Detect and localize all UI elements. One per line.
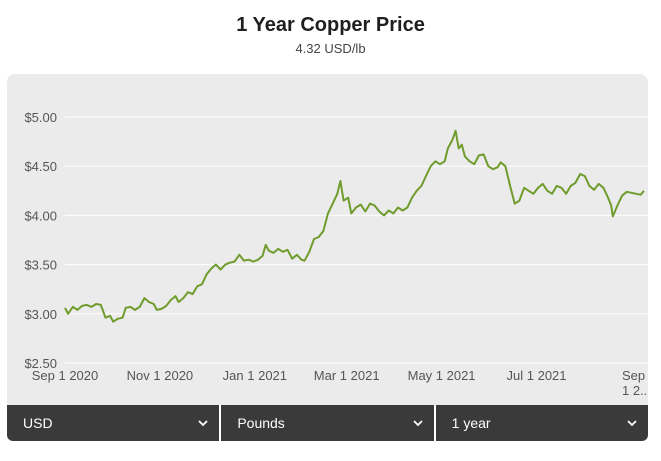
y-tick-label: $4.00 [24, 208, 57, 223]
chart-title: 1 Year Copper Price [236, 14, 425, 36]
y-tick-label: $4.50 [24, 159, 57, 174]
range-select[interactable]: 1 year [435, 405, 648, 441]
x-tick-label: Jul 1 2021 [507, 368, 567, 383]
y-tick-label: $5.00 [24, 110, 57, 125]
x-tick-label: May 1 2021 [408, 368, 476, 383]
price-series-line [64, 129, 645, 323]
x-tick-label: Nov 1 2020 [127, 368, 194, 383]
currency-select[interactable]: USD [7, 405, 220, 441]
unit-select[interactable]: Pounds [221, 405, 434, 441]
unit-select-value: Pounds [237, 415, 285, 431]
chevron-down-icon [626, 417, 638, 429]
chevron-down-icon [197, 417, 209, 429]
x-tick-label: Jan 1 2021 [223, 368, 287, 383]
current-price-subtitle: 4.32 USD/lb [295, 41, 366, 56]
chevron-down-icon [412, 417, 424, 429]
x-tick-label: Mar 1 2021 [314, 368, 380, 383]
range-select-value: 1 year [451, 415, 491, 431]
y-tick-label: $3.50 [24, 258, 57, 273]
y-tick-label: $2.50 [24, 356, 57, 371]
chart-panel: $5.00 $4.50 $4.00 $3.50 $3.00 $2.50 Sep 1 2020… [7, 74, 648, 405]
y-tick-label: $3.00 [24, 307, 57, 322]
x-tick-label: Sep 1 2020 [32, 368, 99, 383]
chart-controls: USD Pounds 1 year [7, 405, 648, 441]
currency-select-value: USD [23, 415, 53, 431]
